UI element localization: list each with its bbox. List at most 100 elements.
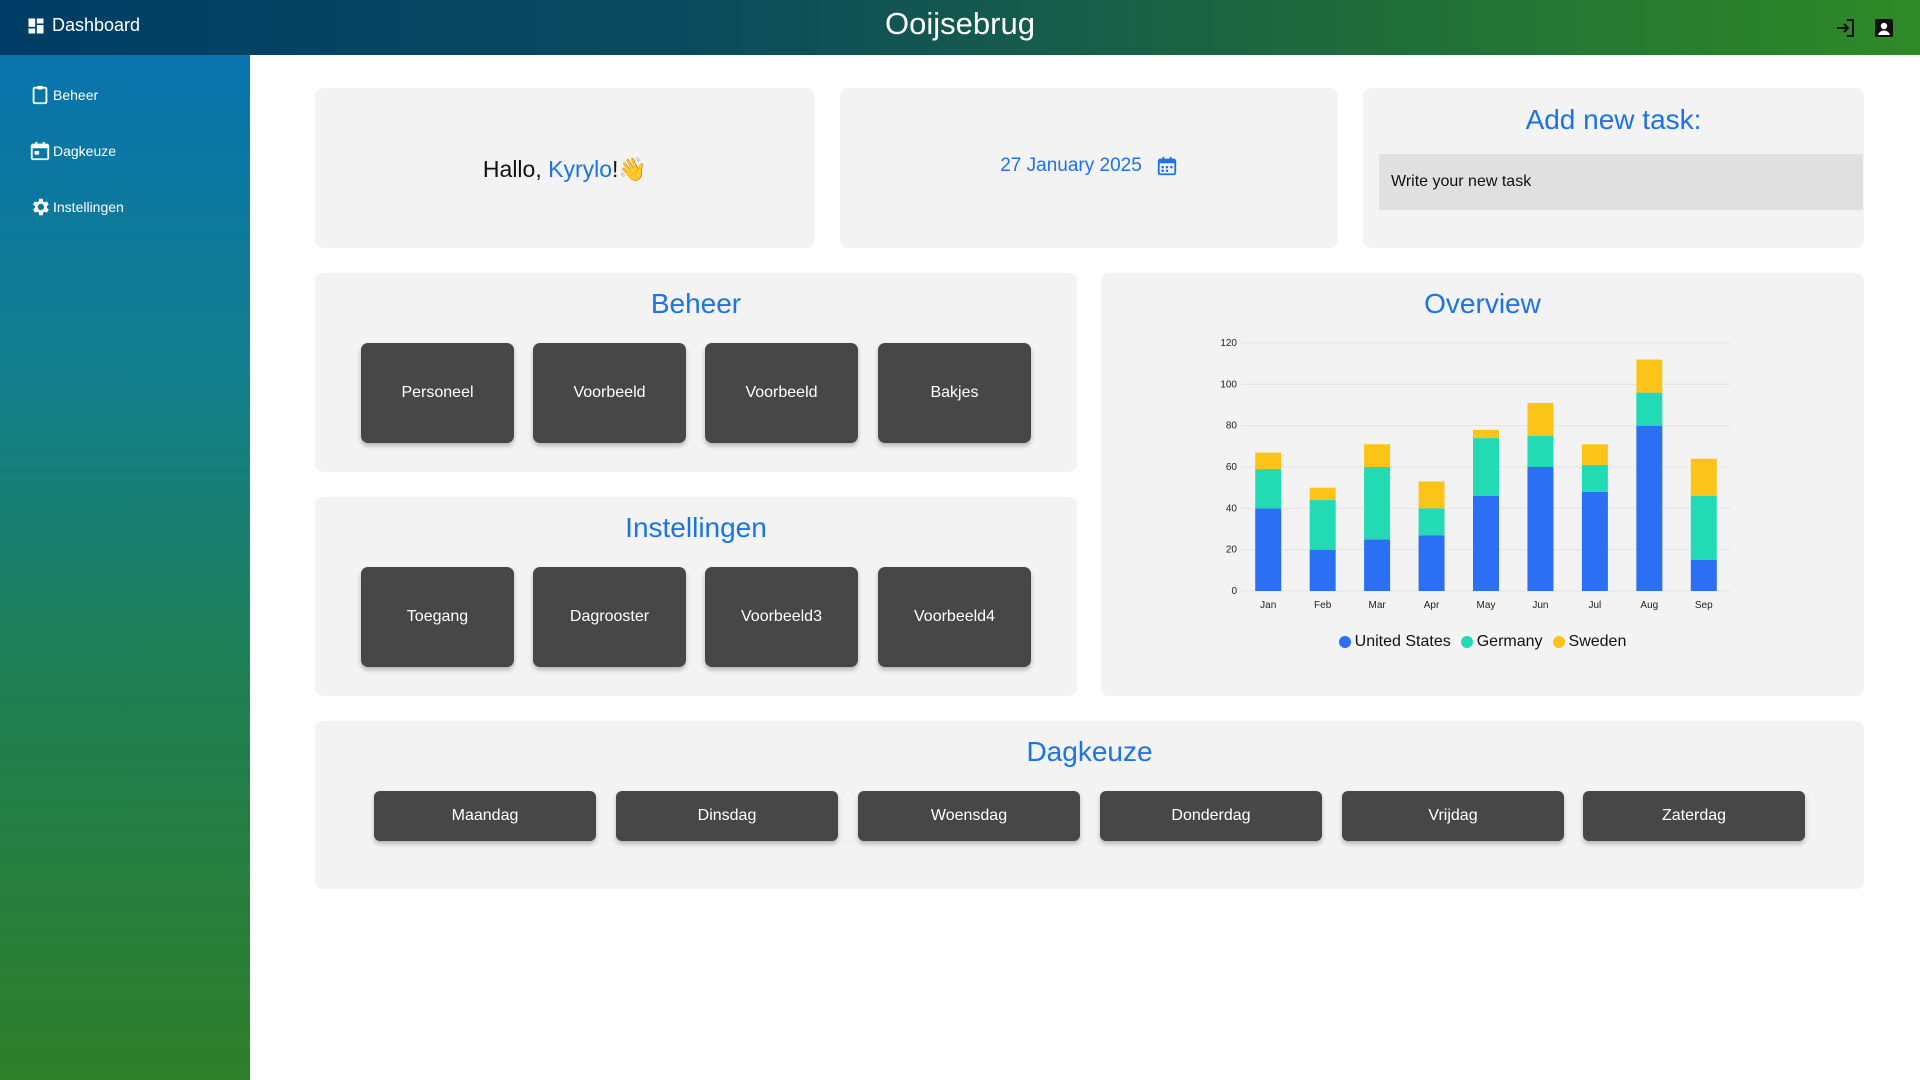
y-tick-label: 0 [1231, 586, 1237, 597]
dashboard-link[interactable]: Dashboard [26, 15, 140, 36]
y-tick-label: 20 [1226, 545, 1238, 556]
y-tick-label: 60 [1226, 462, 1238, 473]
legend-label: Germany [1476, 633, 1543, 650]
personeel-button[interactable]: Personeel [361, 343, 514, 443]
sidebar-item-instellingen[interactable]: Instellingen [29, 196, 124, 218]
sidebar: Beheer Dagkeuze Instellingen [0, 55, 250, 1080]
new-task-input[interactable] [1379, 154, 1863, 210]
current-date: 27 January 2025 [1000, 155, 1142, 176]
instellingen-card: Instellingen Toegang Dagrooster Voorbeel… [315, 497, 1077, 696]
bar-sweden-jun[interactable] [1527, 402, 1554, 436]
day-button-zaterdag[interactable]: Zaterdag [1583, 791, 1805, 841]
bar-sweden-may[interactable] [1473, 429, 1499, 439]
dashboard-icon [26, 16, 46, 36]
y-tick-label: 120 [1220, 338, 1237, 349]
sidebar-item-label: Beheer [53, 87, 99, 103]
bar-united-states-may[interactable] [1473, 495, 1499, 591]
legend-dot [1338, 636, 1351, 648]
voorbeeld4-button[interactable]: Voorbeeld4 [878, 567, 1031, 667]
sidebar-item-dagkeuze[interactable]: Dagkeuze [29, 140, 116, 162]
calendar-icon[interactable] [1156, 155, 1178, 177]
bar-germany-mar[interactable] [1364, 467, 1391, 540]
bar-germany-feb[interactable] [1309, 500, 1336, 550]
bar-germany-apr[interactable] [1418, 508, 1445, 536]
voorbeeld-button-2[interactable]: Voorbeeld [705, 343, 858, 443]
beheer-title: Beheer [650, 288, 742, 319]
y-tick-label: 80 [1226, 421, 1238, 432]
legend-label: United States [1354, 633, 1451, 650]
voorbeeld-button[interactable]: Voorbeeld [533, 343, 686, 443]
chart-legend: United States Germany Sweden [1101, 633, 1864, 651]
gear-icon [29, 196, 51, 218]
calendar-icon [29, 140, 51, 162]
clipboard-icon [29, 84, 51, 106]
overview-card: Overview 0 20 40 60 80 100 120 Jan Feb Mar Apr May J… [1101, 273, 1864, 696]
bar-germany-sep[interactable] [1690, 495, 1717, 560]
bar-sweden-jan[interactable] [1255, 452, 1282, 470]
legend-item-sweden[interactable]: Sweden [1552, 633, 1627, 651]
user-name: Kyrylo [548, 156, 613, 182]
bar-sweden-sep[interactable] [1690, 458, 1717, 496]
day-button-dinsdag[interactable]: Dinsdag [616, 791, 838, 841]
day-button-maandag[interactable]: Maandag [374, 791, 596, 841]
x-tick-label: Sep [1695, 600, 1713, 611]
x-tick-label: Jun [1532, 600, 1548, 611]
account-icon[interactable] [1872, 16, 1896, 40]
app-title: Ooijsebrug [885, 6, 1035, 41]
date-card: 27 January 2025 [840, 88, 1338, 248]
bar-united-states-mar[interactable] [1364, 539, 1391, 591]
logout-icon[interactable] [1834, 16, 1858, 40]
bar-united-states-aug[interactable] [1636, 425, 1663, 591]
x-tick-label: Aug [1640, 600, 1658, 611]
top-bar: Dashboard Ooijsebrug [0, 0, 1920, 55]
bakjes-button[interactable]: Bakjes [878, 343, 1031, 443]
x-tick-label: Apr [1424, 600, 1440, 611]
bar-germany-aug[interactable] [1636, 392, 1663, 426]
bar-united-states-jan[interactable] [1255, 508, 1282, 591]
instellingen-title: Instellingen [625, 512, 767, 543]
day-button-woensdag[interactable]: Woensdag [858, 791, 1080, 841]
bar-germany-may[interactable] [1473, 438, 1499, 496]
bar-sweden-apr[interactable] [1418, 481, 1445, 509]
bar-sweden-mar[interactable] [1364, 444, 1391, 467]
y-tick-label: 40 [1226, 503, 1238, 514]
x-tick-label: Mar [1368, 600, 1386, 611]
x-tick-label: Jul [1588, 600, 1601, 611]
bar-germany-jun[interactable] [1527, 436, 1554, 467]
dagkeuze-title: Dagkeuze [1026, 736, 1153, 767]
bar-united-states-sep[interactable] [1690, 560, 1717, 591]
bar-sweden-jul[interactable] [1581, 444, 1608, 465]
legend-item-united-states[interactable]: United States [1338, 633, 1451, 651]
overview-chart: 0 20 40 60 80 100 120 Jan Feb Mar Apr May Jun Jul Aug S… [1220, 338, 1731, 611]
greeting-card: Hallo, Kyrylo!👋 [315, 88, 815, 248]
x-tick-label: May [1477, 600, 1496, 611]
voorbeeld3-button[interactable]: Voorbeeld3 [705, 567, 858, 667]
bar-sweden-feb[interactable] [1309, 487, 1336, 501]
dashboard-label: Dashboard [52, 15, 141, 35]
add-task-title: Add new task: [1525, 104, 1702, 135]
bar-germany-jul[interactable] [1581, 464, 1608, 492]
legend-item-germany[interactable]: Germany [1460, 633, 1543, 651]
sidebar-item-beheer[interactable]: Beheer [29, 84, 98, 106]
legend-label: Sweden [1568, 633, 1627, 650]
greeting-suffix: ! [612, 156, 619, 182]
beheer-card: Beheer Personeel Voorbeeld Voorbeeld Bak… [315, 273, 1077, 472]
add-task-card: Add new task: [1363, 88, 1864, 248]
bar-united-states-jul[interactable] [1581, 491, 1608, 591]
dagrooster-button[interactable]: Dagrooster [533, 567, 686, 667]
bar-germany-jan[interactable] [1255, 469, 1282, 509]
y-tick-label: 100 [1220, 379, 1237, 390]
x-tick-label: Jan [1260, 600, 1276, 611]
bar-united-states-jun[interactable] [1527, 467, 1554, 591]
toegang-button[interactable]: Toegang [361, 567, 514, 667]
greeting: Hallo, Kyrylo!👋 [315, 156, 815, 183]
day-button-vrijdag[interactable]: Vrijdag [1342, 791, 1564, 841]
bar-united-states-apr[interactable] [1418, 535, 1445, 591]
wave-icon: 👋 [618, 156, 648, 182]
x-tick-label: Feb [1314, 600, 1332, 611]
day-button-donderdag[interactable]: Donderdag [1100, 791, 1322, 841]
legend-dot [1460, 636, 1473, 648]
overview-title: Overview [1424, 288, 1541, 319]
bar-united-states-feb[interactable] [1309, 549, 1336, 591]
bar-sweden-aug[interactable] [1636, 359, 1663, 393]
